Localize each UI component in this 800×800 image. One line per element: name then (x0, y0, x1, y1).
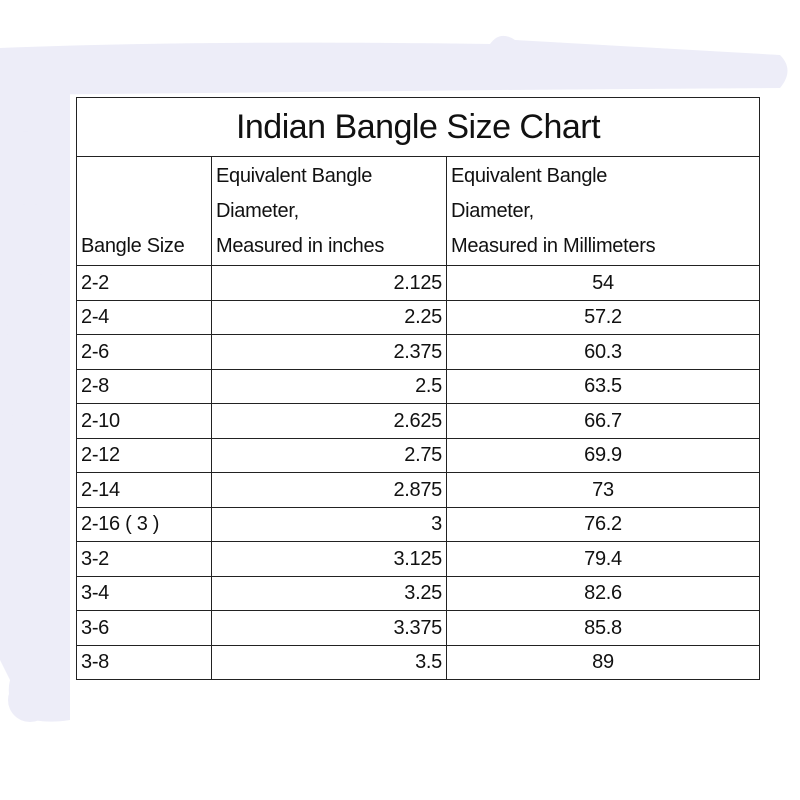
cell-inches: 2.25 (211, 299, 447, 335)
table-row: 2-8 2.5 63.5 (76, 368, 760, 404)
cell-size: 2-16 ( 3 ) (76, 506, 212, 542)
cell-size: 2-12 (76, 437, 212, 473)
table-row: 2-6 2.375 60.3 (76, 334, 760, 370)
cell-size: 3-4 (76, 575, 212, 611)
cell-inches: 2.5 (211, 368, 447, 404)
cell-inches: 2.75 (211, 437, 447, 473)
cell-size: 2-2 (76, 265, 212, 301)
cell-mm: 69.9 (446, 437, 760, 473)
header-bangle-size: Bangle Size (76, 156, 212, 266)
header-diameter-mm: Equivalent Bangle Diameter, Measured in Mi… (446, 156, 760, 266)
cell-size: 2-10 (76, 403, 212, 439)
table-row: 2-4 2.25 57.2 (76, 299, 760, 335)
cell-inches: 2.625 (211, 403, 447, 439)
cell-mm: 76.2 (446, 506, 760, 542)
cell-mm: 85.8 (446, 610, 760, 646)
cell-size: 3-2 (76, 541, 212, 577)
cell-mm: 54 (446, 265, 760, 301)
table-row: 2-10 2.625 66.7 (76, 403, 760, 439)
bangle-size-table: Indian Bangle Size Chart Bangle Size Equ… (76, 97, 760, 680)
cell-inches: 3.125 (211, 541, 447, 577)
table-row: 2-12 2.75 69.9 (76, 437, 760, 473)
cell-inches: 3.375 (211, 610, 447, 646)
table-row: 3-6 3.375 85.8 (76, 610, 760, 646)
table-row: 2-16 ( 3 ) 3 76.2 (76, 506, 760, 542)
cell-size: 2-14 (76, 472, 212, 508)
cell-size: 3-8 (76, 644, 212, 680)
cell-mm: 73 (446, 472, 760, 508)
table-title-row: Indian Bangle Size Chart (76, 97, 760, 157)
cell-mm: 89 (446, 644, 760, 680)
table-title: Indian Bangle Size Chart (76, 97, 760, 157)
table-header-row: Bangle Size Equivalent Bangle Diameter, Me… (76, 156, 760, 266)
table-row: 2-14 2.875 73 (76, 472, 760, 508)
cell-inches: 2.125 (211, 265, 447, 301)
cell-mm: 60.3 (446, 334, 760, 370)
cell-mm: 82.6 (446, 575, 760, 611)
cell-size: 2-8 (76, 368, 212, 404)
cell-inches: 2.875 (211, 472, 447, 508)
cell-size: 2-4 (76, 299, 212, 335)
cell-inches: 2.375 (211, 334, 447, 370)
table-row: 2-2 2.125 54 (76, 265, 760, 301)
table-row: 3-8 3.5 89 (76, 644, 760, 680)
cell-size: 3-6 (76, 610, 212, 646)
table-row: 3-2 3.125 79.4 (76, 541, 760, 577)
cell-inches: 3 (211, 506, 447, 542)
cell-mm: 57.2 (446, 299, 760, 335)
cell-inches: 3.5 (211, 644, 447, 680)
cell-mm: 63.5 (446, 368, 760, 404)
cell-mm: 79.4 (446, 541, 760, 577)
cell-inches: 3.25 (211, 575, 447, 611)
header-diameter-inches: Equivalent Bangle Diameter, Measured in in… (211, 156, 447, 266)
cell-size: 2-6 (76, 334, 212, 370)
cell-mm: 66.7 (446, 403, 760, 439)
table-row: 3-4 3.25 82.6 (76, 575, 760, 611)
